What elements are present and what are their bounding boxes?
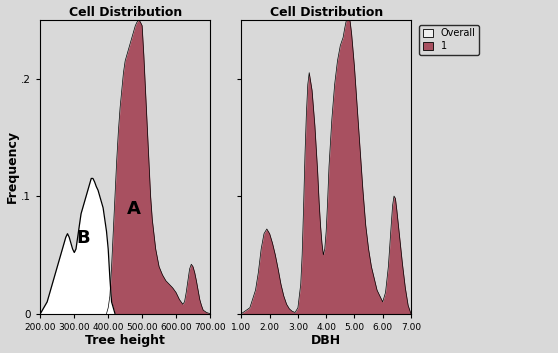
Title: Cell Distribution: Cell Distribution	[69, 6, 182, 19]
X-axis label: Tree height: Tree height	[85, 334, 165, 347]
Text: A: A	[127, 200, 141, 218]
Y-axis label: Frequency: Frequency	[6, 130, 18, 203]
X-axis label: DBH: DBH	[311, 334, 341, 347]
Text: B: B	[76, 229, 90, 247]
Legend: Overall, 1: Overall, 1	[419, 25, 479, 55]
Title: Cell Distribution: Cell Distribution	[270, 6, 383, 19]
